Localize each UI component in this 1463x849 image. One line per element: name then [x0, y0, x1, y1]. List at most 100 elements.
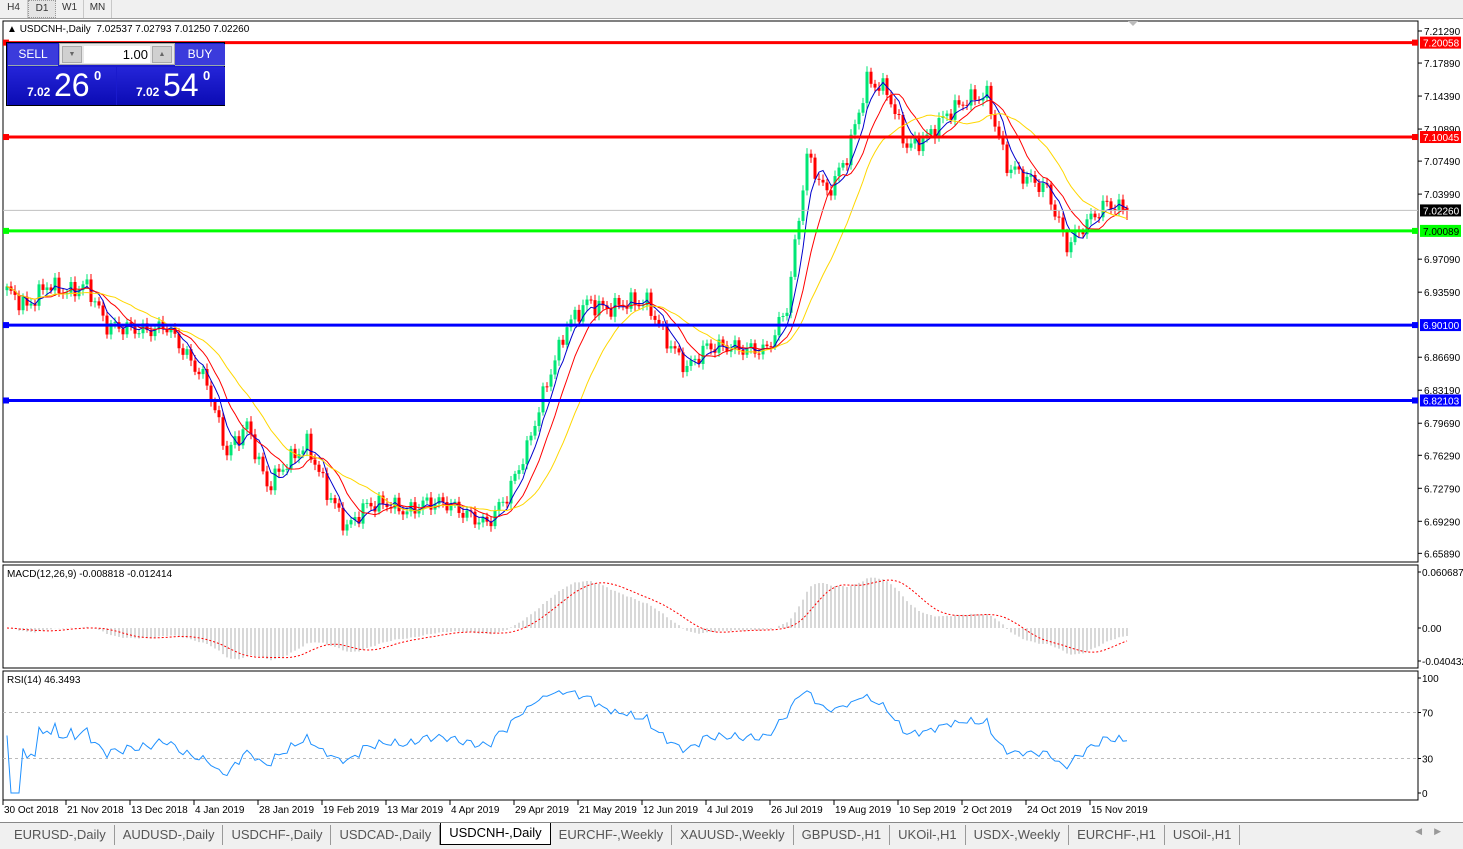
candle	[1005, 141, 1009, 177]
candle-body	[937, 117, 941, 139]
buy-price[interactable]: 7.02 54 0	[117, 67, 225, 105]
lot-size-input[interactable]: 1.00	[84, 46, 150, 63]
candle	[969, 83, 973, 111]
chart-tab[interactable]: USDX-,Weekly	[966, 825, 1070, 845]
tab-scroll-arrows-icon[interactable]: ◀▶	[1415, 826, 1453, 836]
candle-body	[85, 279, 89, 285]
candle-body	[957, 100, 961, 105]
rsi-axis-label: 70	[1422, 709, 1434, 720]
candle	[21, 293, 25, 315]
chart-tabs: EURUSD-,Daily AUDUSD-,Daily USDCHF-,Daily U…	[0, 822, 1463, 849]
candle-body	[333, 498, 337, 504]
level-handle	[3, 227, 9, 234]
chart-tab[interactable]: AUDUSD-,Daily	[115, 825, 224, 845]
chart-tab[interactable]: EURCHF-,H1	[1069, 825, 1165, 845]
candle	[705, 339, 709, 350]
candle-body	[17, 294, 21, 311]
candle-body	[685, 365, 689, 373]
candle	[229, 442, 233, 461]
candle-body	[21, 296, 25, 311]
candle-body	[317, 464, 321, 472]
candle-body	[909, 143, 913, 148]
candle	[1065, 228, 1069, 257]
level-price-tag	[1420, 224, 1461, 237]
sell-button[interactable]: SELL	[8, 44, 58, 66]
chart-tab[interactable]: XAUUSD-,Weekly	[672, 825, 794, 845]
candle	[845, 158, 849, 171]
candle	[449, 498, 453, 516]
candle-body	[189, 349, 193, 361]
sell-price[interactable]: 7.02 26 0	[8, 67, 116, 105]
chart-tab[interactable]: EURCHF-,Weekly	[551, 825, 673, 845]
horizontal-level-line[interactable]: 7.10045	[3, 131, 1461, 144]
shift-marker-icon	[1128, 21, 1138, 26]
candle-body	[893, 104, 897, 115]
candle-body	[905, 143, 909, 148]
buy-button[interactable]: BUY	[175, 44, 225, 66]
price-tick-label: 7.07490	[1424, 157, 1461, 168]
candle	[753, 339, 757, 358]
candle-body	[273, 468, 277, 491]
candle	[1025, 171, 1029, 187]
candle-body	[781, 316, 785, 318]
candle	[537, 406, 541, 432]
chart-tab[interactable]: EURUSD-,Daily	[6, 825, 115, 845]
candle-body	[933, 129, 937, 139]
time-tick-label: 12 Jun 2019	[643, 805, 698, 816]
horizontal-level-line[interactable]: 6.90100	[3, 319, 1461, 332]
time-tick-label: 21 May 2019	[579, 805, 637, 816]
candle-body	[253, 434, 257, 460]
candle-body	[457, 501, 461, 513]
candle-body	[113, 322, 117, 324]
timeframe-h4[interactable]: H4	[0, 0, 28, 18]
candle-body	[257, 456, 261, 460]
lot-decrease-icon[interactable]: ▼	[62, 46, 82, 63]
candle	[217, 405, 221, 423]
candle	[353, 511, 357, 526]
candle-body	[1001, 135, 1005, 145]
candle	[53, 273, 57, 297]
candle-body	[1057, 216, 1061, 218]
timeframe-d1[interactable]: D1	[28, 0, 56, 18]
lot-increase-icon[interactable]: ▲	[152, 46, 172, 63]
chart-tab[interactable]: GBPUSD-,H1	[794, 825, 891, 845]
collapse-triangle-icon[interactable]: ▲	[7, 24, 17, 35]
candle-body	[845, 162, 849, 166]
chart-tab[interactable]: USDCHF-,Daily	[223, 825, 332, 845]
timeframe-mn[interactable]: MN	[84, 0, 112, 18]
candle	[101, 299, 105, 322]
candle-body	[41, 284, 45, 290]
candle	[669, 340, 673, 353]
candle	[673, 341, 677, 354]
candle-body	[653, 315, 657, 320]
chart-tab[interactable]: USOil-,H1	[1165, 825, 1241, 845]
candle-body	[1049, 184, 1053, 205]
candle	[33, 299, 37, 312]
candle-body	[481, 516, 485, 523]
candle	[197, 367, 201, 380]
candle-body	[401, 511, 405, 515]
candle	[261, 452, 265, 475]
candle	[745, 342, 749, 359]
chart-tab[interactable]: UKOil-,H1	[890, 825, 966, 845]
candle	[529, 431, 533, 446]
chart-tab[interactable]: USDCNH-,Daily	[440, 823, 551, 845]
candle-body	[833, 176, 837, 196]
candle	[45, 282, 49, 296]
candle-body	[577, 309, 581, 322]
candle	[1033, 170, 1037, 187]
main-pane-frame	[2, 20, 1419, 563]
candle-body	[561, 339, 565, 345]
chart-tab[interactable]: USDCAD-,Daily	[331, 825, 441, 845]
candle-body	[553, 360, 557, 375]
price-chart[interactable]: 7.21290 7.17890 7.14390 7.10890 7.07490 7.039…	[0, 0, 1463, 822]
time-tick-label: 4 Jan 2019	[195, 805, 245, 816]
candle-body	[261, 456, 265, 472]
horizontal-level-line[interactable]: 6.82103	[3, 394, 1461, 407]
candle-body	[793, 239, 797, 277]
candle-body	[1109, 201, 1113, 210]
candle-body	[729, 349, 733, 352]
timeframe-w1[interactable]: W1	[56, 0, 84, 18]
candle-body	[241, 429, 245, 446]
horizontal-level-line[interactable]: 7.00089	[3, 224, 1461, 238]
